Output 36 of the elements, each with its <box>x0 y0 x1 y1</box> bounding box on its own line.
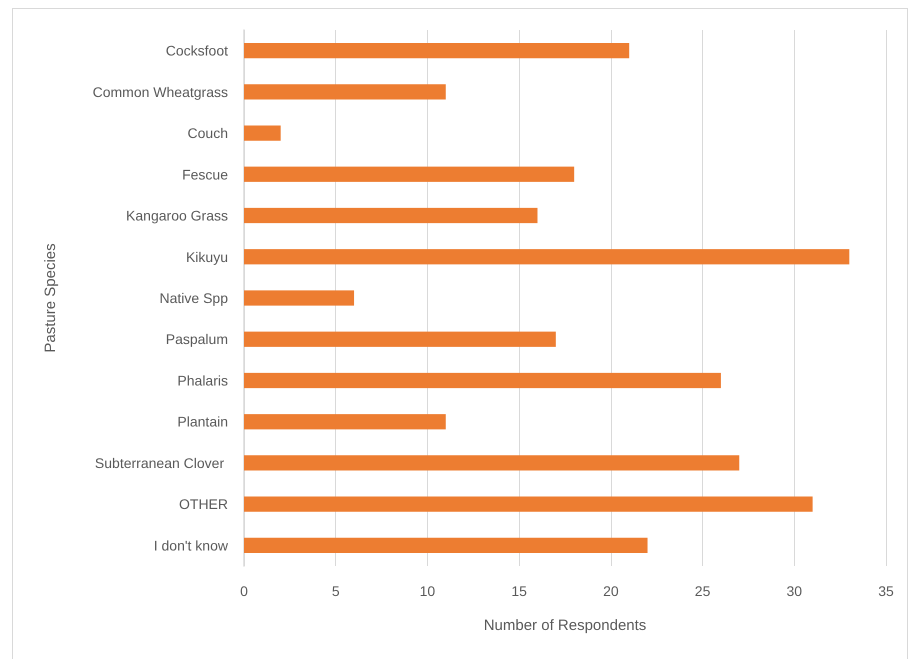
bar <box>244 249 850 264</box>
x-tick-label: 35 <box>878 583 894 599</box>
x-tick-label: 25 <box>694 583 711 599</box>
bar <box>244 42 630 58</box>
x-tick-label: 15 <box>511 583 528 599</box>
y-tick-label: Native Spp <box>160 290 228 306</box>
x-tick-label: 20 <box>603 583 619 599</box>
bar <box>244 125 281 141</box>
y-tick-label: Common Wheatgrass <box>92 84 228 100</box>
bar <box>244 496 813 512</box>
y-tick-label: Couch <box>188 125 228 142</box>
bar <box>244 290 354 306</box>
x-tick-label: 10 <box>420 583 436 599</box>
y-tick-label: OTHER <box>179 496 228 512</box>
bar <box>244 166 574 182</box>
x-tick-label: 30 <box>786 583 802 599</box>
y-tick-label: Phalaris <box>177 372 228 388</box>
y-tick-label: Plantain <box>177 414 228 430</box>
y-tick-label: Kikuyu <box>186 248 228 265</box>
x-axis-title: Number of Respondents <box>484 617 646 634</box>
y-tick-label: Paspalum <box>166 331 228 348</box>
bar <box>244 332 556 347</box>
y-tick-label: I don't know <box>154 537 229 554</box>
x-tick-label: 5 <box>332 583 340 599</box>
x-tick-label: 0 <box>240 583 248 599</box>
y-tick-label: Subterranean Clover <box>94 454 228 471</box>
y-tick-label: Cocksfoot <box>166 42 228 59</box>
y-tick-label: Kangaroo Grass <box>126 208 228 224</box>
bar <box>244 414 446 430</box>
bar <box>244 372 721 388</box>
bar <box>244 455 740 471</box>
bar <box>244 208 538 224</box>
bar <box>244 84 446 100</box>
y-tick-label: Fescue <box>182 166 228 182</box>
bar <box>244 538 648 554</box>
y-axis-title: Pasture Species <box>42 243 59 353</box>
